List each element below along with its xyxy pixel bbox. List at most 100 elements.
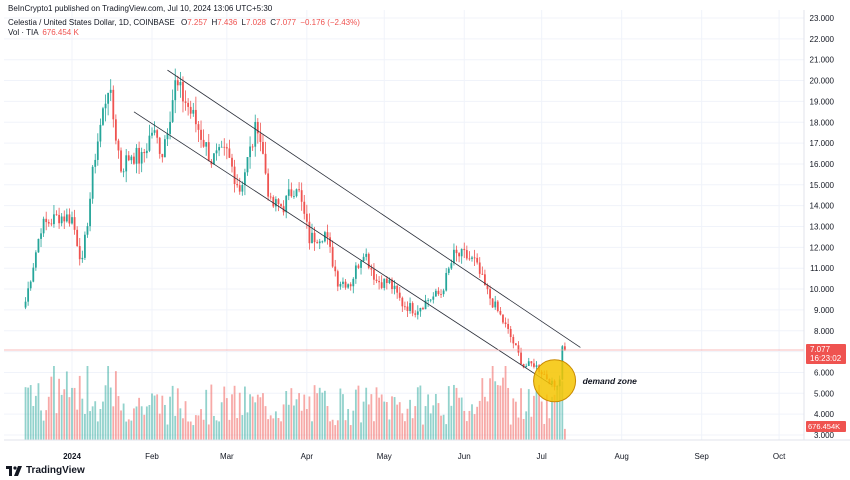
y-tick-label: 6.000 [814, 368, 835, 377]
candle-body [509, 328, 512, 337]
candle-body [440, 294, 442, 295]
candle-body [375, 279, 378, 281]
candle-body [342, 281, 344, 284]
tradingview-logo[interactable]: TradingView [6, 465, 85, 476]
volume-bar [120, 410, 122, 440]
symbol-title[interactable]: Celestia / United States Dollar, 1D, COI… [8, 18, 175, 27]
x-tick-label: Feb [145, 452, 159, 461]
candle-body [380, 282, 383, 288]
y-tick-label: 11.000 [810, 264, 834, 273]
candle-body [215, 150, 218, 154]
candle-body [300, 190, 303, 202]
volume-bar [463, 410, 466, 440]
candle-body [481, 273, 484, 275]
volume-bar [27, 387, 30, 440]
x-tick-label: May [377, 452, 392, 461]
candle-body [434, 290, 437, 297]
candle-body [76, 229, 79, 247]
candle-body [153, 130, 156, 133]
candle-body [514, 343, 517, 346]
volume-bar [517, 417, 520, 440]
candle-body [236, 184, 239, 186]
volume-bar [434, 393, 437, 440]
volume-bar [295, 399, 298, 440]
volume-bar [210, 384, 213, 440]
volume-bar [107, 366, 110, 440]
candle-body [502, 314, 504, 323]
volume-bar [272, 418, 275, 440]
volume-bar [277, 418, 280, 440]
volume-bar [151, 393, 153, 440]
volume-bar [396, 404, 399, 440]
candle-body [213, 153, 215, 165]
candle-body [249, 146, 251, 158]
volume-bar [102, 401, 104, 440]
candle-body [135, 147, 138, 164]
volume-bar [161, 395, 164, 440]
y-tick-label: 19.000 [810, 97, 835, 106]
volume-bar [231, 394, 233, 440]
candle-body [130, 156, 133, 161]
candle-body [107, 92, 110, 104]
volume-bar [223, 386, 226, 440]
candle-body [424, 300, 427, 310]
candle-body [419, 307, 422, 312]
volume-bar [481, 378, 484, 440]
ohlc-high-label: H [211, 18, 218, 27]
candle-body [535, 365, 538, 367]
candle-body [564, 346, 566, 350]
volume-bar [86, 366, 89, 440]
volume-bar [362, 401, 365, 440]
volume-bar [411, 418, 414, 440]
volume-bar [218, 421, 220, 440]
candle-body [73, 217, 76, 230]
volume-bar [344, 420, 347, 440]
ohlc-low-label: L [241, 18, 246, 27]
demand-zone-label: demand zone [583, 376, 638, 386]
y-tick-label: 15.000 [810, 181, 835, 190]
candle-body [484, 274, 486, 286]
candle-body [357, 265, 360, 268]
volume-bar [318, 387, 321, 440]
volume-bar [478, 400, 481, 440]
candle-body [414, 313, 417, 315]
volume-bar [138, 397, 140, 440]
candle-body [494, 301, 497, 308]
volume-bar [352, 410, 355, 440]
volume-bar [303, 394, 306, 440]
volume-label[interactable]: Vol · TIA [8, 28, 39, 37]
volume-bar [324, 390, 326, 440]
volume-bar [370, 394, 373, 440]
volume-bar [409, 399, 411, 440]
y-tick-label: 17.000 [810, 139, 835, 148]
tradingview-logo-text: TradingView [26, 465, 85, 476]
candle-body [24, 301, 27, 308]
volume-bar [561, 381, 564, 440]
volume-bar [182, 418, 184, 440]
tradingview-icon [6, 465, 22, 476]
ohlc-open: 7.257 [187, 18, 208, 27]
candle-body [517, 345, 520, 353]
candle-body [156, 130, 159, 138]
volume-bar [357, 385, 360, 440]
volume-bar [336, 420, 339, 440]
volume-bar [484, 396, 486, 440]
y-tick-label: 12.000 [810, 243, 835, 252]
candle-body [388, 279, 391, 284]
candle-body [525, 365, 528, 368]
candle-body [34, 252, 37, 268]
candle-body [63, 216, 66, 222]
candle-body [365, 253, 368, 257]
volume-bar [419, 385, 422, 440]
volume-bar [68, 397, 71, 440]
candle-body [447, 268, 450, 273]
candle-body [256, 121, 259, 134]
x-tick-label: Oct [773, 452, 786, 461]
volume-bar [236, 418, 239, 440]
candle-body [109, 89, 112, 93]
volume-bar [473, 414, 476, 440]
candle-body [416, 311, 419, 315]
candle-body [269, 196, 272, 198]
channel-lower-line [133, 111, 553, 386]
